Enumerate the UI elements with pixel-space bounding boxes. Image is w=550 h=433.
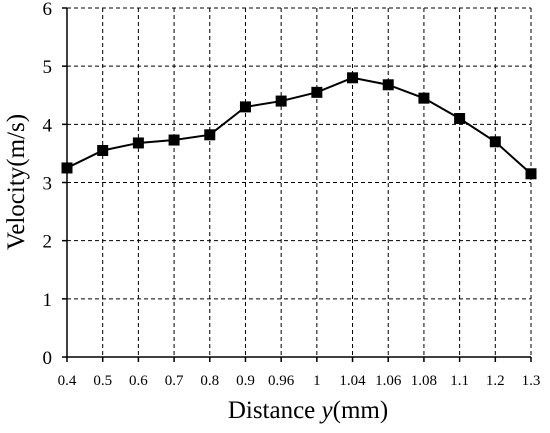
- y-tick-label: 0: [43, 348, 53, 369]
- data-point: [132, 137, 144, 149]
- series-line: [66, 76, 532, 175]
- y-tick-label: 5: [43, 57, 53, 78]
- y-axis-title: Velocity(m/s): [3, 114, 30, 250]
- data-point: [418, 92, 430, 104]
- x-tick-label: 1.2: [486, 373, 505, 389]
- y-tick-label: 4: [43, 115, 53, 136]
- x-axis-title: Distance y(mm): [228, 397, 388, 424]
- x-axis-title-suffix: (mm): [333, 397, 389, 424]
- data-point: [311, 86, 323, 98]
- x-tick-label: 1.06: [375, 373, 402, 389]
- data-point: [275, 95, 287, 107]
- data-series: [61, 72, 537, 180]
- data-point: [525, 168, 537, 180]
- x-tick-label: 0.96: [268, 373, 295, 389]
- y-tick-label: 2: [43, 232, 53, 253]
- tick-labels: 0 1 2 3 4 5 6 0.4 0.5 0.6 0.7 0.8 0.9 0.96 1 1.04 1.06 1.…: [43, 0, 541, 389]
- x-tick-label: 1.04: [339, 373, 366, 389]
- y-tick-label: 1: [43, 290, 53, 311]
- x-tick-label: 1.1: [450, 373, 469, 389]
- data-point: [382, 79, 394, 91]
- x-tick-label: 1.08: [411, 373, 437, 389]
- grid: [67, 7, 532, 357]
- data-point: [239, 101, 251, 113]
- y-tick-label: 3: [43, 174, 53, 195]
- x-tick-label: 0.5: [93, 373, 112, 389]
- y-tick-label: 6: [43, 0, 53, 20]
- data-point: [347, 72, 359, 84]
- x-axis-title-variable: y: [319, 397, 334, 424]
- axes: [62, 7, 532, 362]
- x-tick-label: 0.9: [236, 373, 255, 389]
- x-tick-label: 0.4: [58, 373, 77, 389]
- x-tick-label: 0.8: [200, 373, 219, 389]
- x-tick-label: 1.3: [522, 373, 541, 389]
- data-point: [204, 129, 216, 141]
- x-axis-title-prefix: Distance: [228, 397, 322, 424]
- x-tick-label: 0.6: [129, 373, 148, 389]
- x-tick-label: 0.7: [165, 373, 184, 389]
- data-point: [454, 113, 466, 125]
- data-point: [97, 145, 109, 157]
- data-point: [489, 136, 501, 148]
- x-tick-label: 1: [313, 373, 321, 389]
- data-point: [61, 162, 73, 174]
- data-point: [168, 134, 180, 146]
